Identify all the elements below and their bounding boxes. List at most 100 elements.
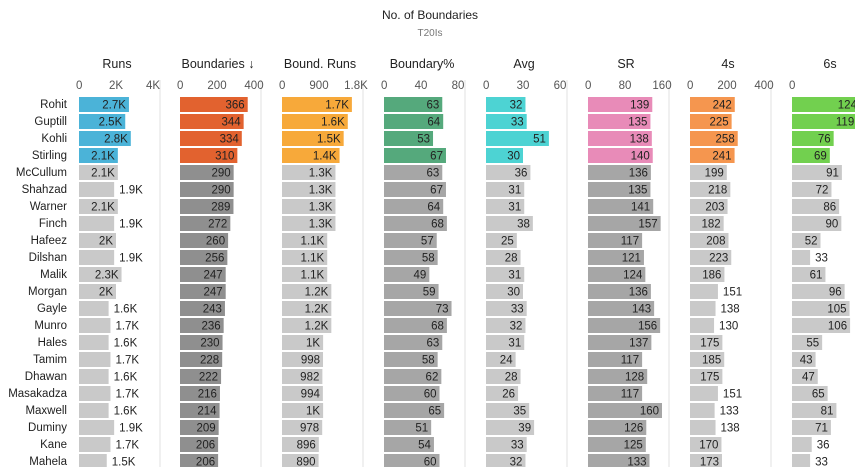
bar-boundaries-tamim[interactable] <box>180 352 223 367</box>
bar-sr-maxwell[interactable] <box>588 403 662 418</box>
bar-avg-shahzad[interactable] <box>486 182 525 197</box>
bar-6s-hales[interactable] <box>792 335 823 350</box>
bar-boundaries-kane[interactable] <box>180 437 219 452</box>
bar-avg-duminy[interactable] <box>486 420 535 435</box>
bar-runs-gayle[interactable] <box>79 301 109 316</box>
bar-boundary-dilshan[interactable] <box>384 250 438 265</box>
bar-4s-guptill[interactable] <box>690 114 732 129</box>
bar-boundary-tamim[interactable] <box>384 352 438 367</box>
bar-6s-tamim[interactable] <box>792 352 816 367</box>
bar-runs-hafeez[interactable] <box>79 233 116 248</box>
bar-avg-kane[interactable] <box>486 437 527 452</box>
bar-avg-masakadza[interactable] <box>486 386 519 401</box>
bar-4s-morgan[interactable] <box>690 284 718 299</box>
bar-sr-kane[interactable] <box>588 437 646 452</box>
bar-boundary-duminy[interactable] <box>384 420 432 435</box>
bar-6s-dilshan[interactable] <box>792 250 811 265</box>
bar-4s-hafeez[interactable] <box>690 233 729 248</box>
bar-4s-warner[interactable] <box>690 199 728 214</box>
column-title[interactable]: Runs <box>102 57 131 71</box>
bar-runs-maxwell[interactable] <box>79 403 109 418</box>
bar-boundary-kohli[interactable] <box>384 131 434 146</box>
bar-bound-runs-duminy[interactable] <box>282 420 323 435</box>
bar-boundaries-mccullum[interactable] <box>180 165 234 180</box>
bar-bound-runs-kohli[interactable] <box>282 131 344 146</box>
bar-bound-runs-malik[interactable] <box>282 267 328 282</box>
bar-bound-runs-hales[interactable] <box>282 335 324 350</box>
bar-6s-mahela[interactable] <box>792 454 811 467</box>
bar-boundary-munro[interactable] <box>384 318 447 333</box>
bar-bound-runs-gayle[interactable] <box>282 301 332 316</box>
bar-boundary-dhawan[interactable] <box>384 369 442 384</box>
column-title[interactable]: Boundary% <box>390 57 455 71</box>
bar-avg-gayle[interactable] <box>486 301 527 316</box>
bar-6s-kohli[interactable] <box>792 131 834 146</box>
bar-6s-gayle[interactable] <box>792 301 850 316</box>
bar-runs-warner[interactable] <box>79 199 118 214</box>
bar-4s-hales[interactable] <box>690 335 723 350</box>
bar-sr-munro[interactable] <box>588 318 661 333</box>
bar-6s-morgan[interactable] <box>792 284 845 299</box>
bar-runs-finch[interactable] <box>79 216 115 231</box>
bar-4s-mahela[interactable] <box>690 454 723 467</box>
bar-bound-runs-maxwell[interactable] <box>282 403 324 418</box>
bar-6s-rohit[interactable] <box>792 97 855 112</box>
bar-4s-duminy[interactable] <box>690 420 716 435</box>
bar-runs-kane[interactable] <box>79 437 111 452</box>
bar-sr-masakadza[interactable] <box>588 386 643 401</box>
bar-4s-dilshan[interactable] <box>690 250 732 265</box>
bar-bound-runs-warner[interactable] <box>282 199 336 214</box>
bar-bound-runs-stirling[interactable] <box>282 148 340 163</box>
bar-avg-munro[interactable] <box>486 318 526 333</box>
bar-boundaries-finch[interactable] <box>180 216 231 231</box>
bar-4s-malik[interactable] <box>690 267 725 282</box>
bar-6s-finch[interactable] <box>792 216 842 231</box>
bar-4s-masakadza[interactable] <box>690 386 718 401</box>
bar-avg-warner[interactable] <box>486 199 525 214</box>
bar-4s-tamim[interactable] <box>690 352 725 367</box>
bar-boundary-guptill[interactable] <box>384 114 444 129</box>
bar-bound-runs-masakadza[interactable] <box>282 386 323 401</box>
bar-runs-tamim[interactable] <box>79 352 111 367</box>
bar-6s-malik[interactable] <box>792 267 826 282</box>
bar-sr-duminy[interactable] <box>588 420 647 435</box>
bar-boundaries-malik[interactable] <box>180 267 226 282</box>
bar-avg-mahela[interactable] <box>486 454 526 467</box>
bar-4s-munro[interactable] <box>690 318 715 333</box>
bar-runs-dhawan[interactable] <box>79 369 109 384</box>
bar-bound-runs-finch[interactable] <box>282 216 336 231</box>
bar-4s-mccullum[interactable] <box>690 165 727 180</box>
bar-runs-mccullum[interactable] <box>79 165 118 180</box>
bar-boundary-mccullum[interactable] <box>384 165 443 180</box>
bar-6s-shahzad[interactable] <box>792 182 832 197</box>
bar-bound-runs-tamim[interactable] <box>282 352 324 367</box>
bar-4s-maxwell[interactable] <box>690 403 715 418</box>
bar-boundaries-gayle[interactable] <box>180 301 225 316</box>
bar-sr-rohit[interactable] <box>588 97 653 112</box>
bar-sr-mahela[interactable] <box>588 454 650 467</box>
bar-sr-shahzad[interactable] <box>588 182 651 197</box>
bar-runs-malik[interactable] <box>79 267 122 282</box>
bar-6s-dhawan[interactable] <box>792 369 818 384</box>
bar-4s-shahzad[interactable] <box>690 182 731 197</box>
bar-boundary-maxwell[interactable] <box>384 403 445 418</box>
bar-sr-mccullum[interactable] <box>588 165 651 180</box>
bar-avg-finch[interactable] <box>486 216 533 231</box>
bar-boundaries-hales[interactable] <box>180 335 223 350</box>
bar-boundaries-munro[interactable] <box>180 318 224 333</box>
bar-sr-dhawan[interactable] <box>588 369 648 384</box>
bar-4s-dhawan[interactable] <box>690 369 723 384</box>
bar-boundary-kane[interactable] <box>384 437 434 452</box>
bar-avg-malik[interactable] <box>486 267 525 282</box>
bar-4s-rohit[interactable] <box>690 97 735 112</box>
bar-bound-runs-hafeez[interactable] <box>282 233 328 248</box>
bar-boundaries-stirling[interactable] <box>180 148 238 163</box>
bar-sr-hales[interactable] <box>588 335 652 350</box>
bar-boundary-rohit[interactable] <box>384 97 443 112</box>
bar-boundaries-maxwell[interactable] <box>180 403 220 418</box>
bar-6s-maxwell[interactable] <box>792 403 837 418</box>
bar-boundaries-warner[interactable] <box>180 199 234 214</box>
bar-avg-maxwell[interactable] <box>486 403 530 418</box>
bar-boundary-gayle[interactable] <box>384 301 452 316</box>
bar-6s-munro[interactable] <box>792 318 851 333</box>
